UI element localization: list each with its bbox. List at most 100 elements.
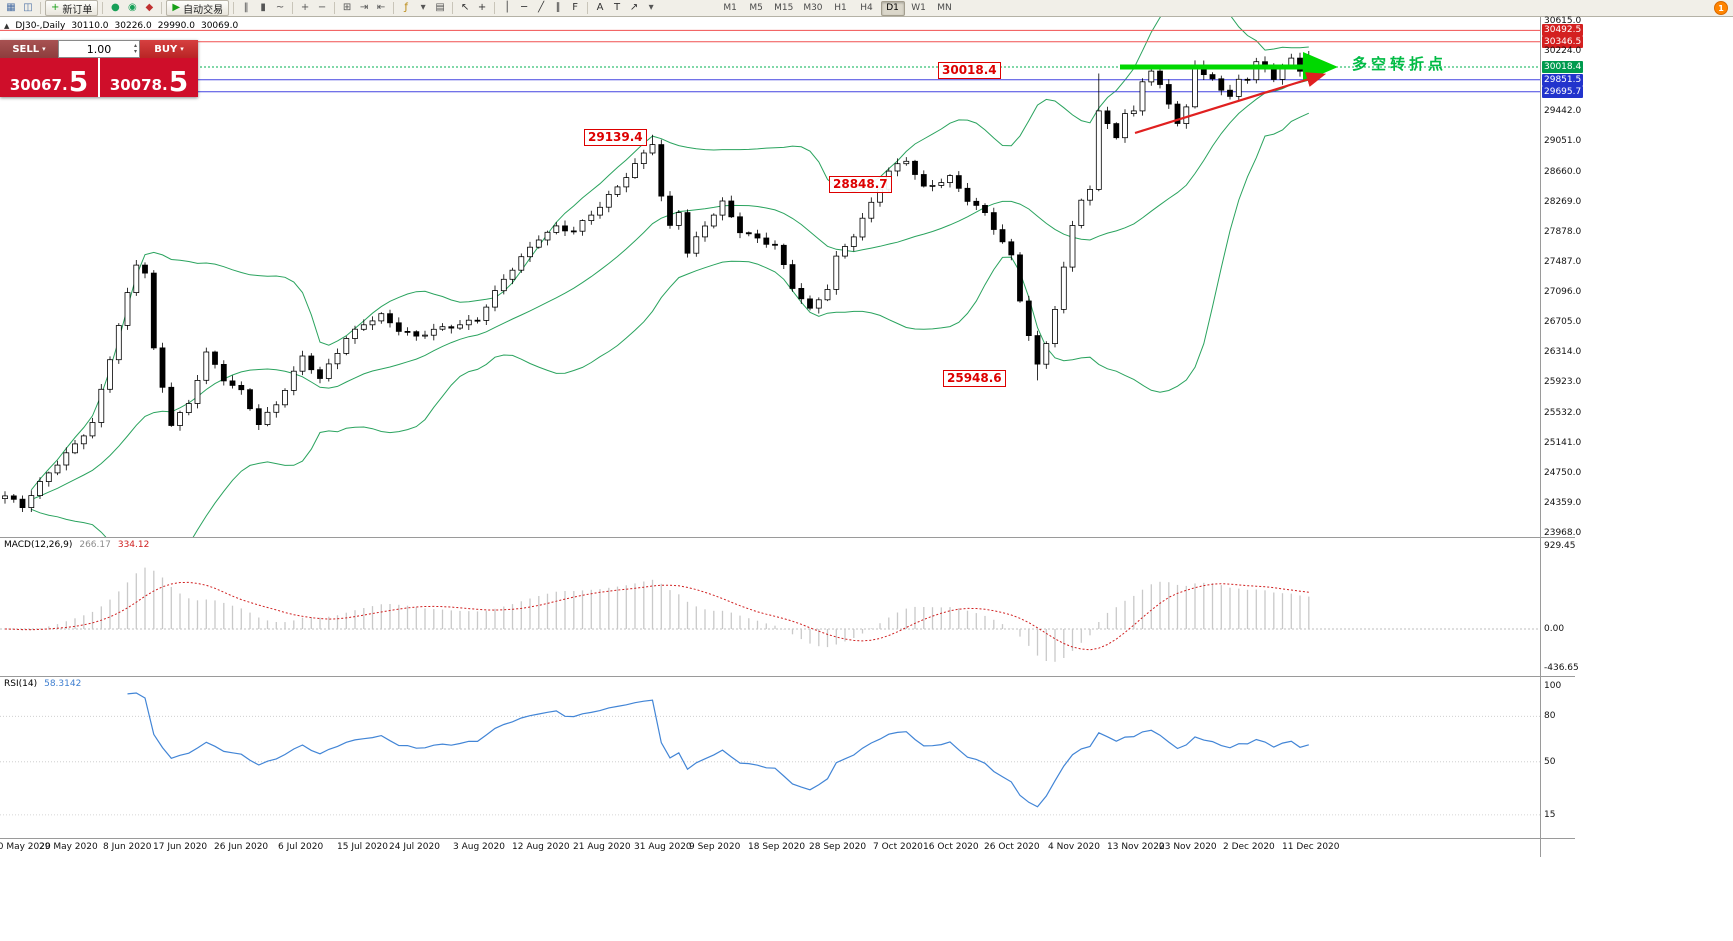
timeframe-m15[interactable]: M15 xyxy=(774,3,794,13)
toolbar-separator xyxy=(161,2,163,14)
toolbar: ▦ ◫ + 新订单 ● ◉ ◆ ▶ 自动交易 ‖ ▮ ~ + − ⊞ ⇥ ⇤ ƒ ▾ ▤ ↖ + │ ─ ╱ ∥ F A T ↗ ▾ M1 M… xyxy=(0,0,1733,17)
toolbar-separator xyxy=(102,2,104,14)
main-chart[interactable] xyxy=(0,17,1575,537)
toolbar-separator xyxy=(334,2,336,14)
price-label[interactable]: 25948.6 xyxy=(943,370,1006,387)
horizontal-line-icon[interactable]: ─ xyxy=(521,2,528,13)
horizontal-level-lines[interactable] xyxy=(0,29,1540,93)
date-axis-label: 16 Oct 2020 xyxy=(923,842,979,852)
rsi-chart[interactable] xyxy=(0,677,1575,838)
price-axis-label: 23968.0 xyxy=(1544,528,1582,538)
ohlc-high: 30226.0 xyxy=(114,21,152,31)
buy-price[interactable]: 30078. 5 xyxy=(100,58,198,97)
trendline-icon[interactable]: ╱ xyxy=(538,2,545,13)
new-chart-icon[interactable]: ▦ xyxy=(6,2,16,13)
channel-icon[interactable]: ∥ xyxy=(555,2,561,13)
date-axis-label: 29 May 2020 xyxy=(39,842,98,852)
chart-shift-icon[interactable]: ⇤ xyxy=(376,2,386,13)
price-axis-label: 30346.5 xyxy=(1542,36,1584,48)
date-axis-label: 18 Sep 2020 xyxy=(748,842,806,852)
panel-separator[interactable] xyxy=(0,838,1575,839)
candlestick-chart-icon[interactable]: ▮ xyxy=(260,2,266,13)
price-axis-label: 25141.0 xyxy=(1544,438,1582,448)
date-axis-label: 31 Aug 2020 xyxy=(634,842,692,852)
bar-chart-icon[interactable]: ‖ xyxy=(243,2,249,13)
tile-windows-icon[interactable]: ⊞ xyxy=(342,2,352,13)
templates-icon[interactable]: ▤ xyxy=(435,2,445,13)
timeframe-m1[interactable]: M1 xyxy=(723,3,737,13)
date-axis-label: 17 Jun 2020 xyxy=(153,842,208,852)
price-label[interactable]: 28848.7 xyxy=(829,176,892,193)
macd-chart[interactable] xyxy=(0,538,1575,676)
zoom-in-icon[interactable]: + xyxy=(300,2,310,13)
price-axis-label: 28269.0 xyxy=(1544,197,1582,207)
timeframe-mn[interactable]: MN xyxy=(937,3,952,13)
macd-axis-label: 929.45 xyxy=(1544,541,1576,551)
volume-value: 1.00 xyxy=(86,42,112,56)
profiles-icon[interactable]: ◫ xyxy=(23,2,33,13)
buy-button[interactable]: BUY ▾ xyxy=(140,40,198,58)
one-click-trading-panel: SELL ▾ 1.00 ▴ ▾ BUY ▾ 30067. xyxy=(0,40,198,97)
cursor-icon[interactable]: ↖ xyxy=(460,2,470,13)
timeframe-w1[interactable]: W1 xyxy=(911,3,926,13)
timeframe-m30[interactable]: M30 xyxy=(803,3,823,13)
timeframe-h4[interactable]: H4 xyxy=(860,3,873,13)
objects-dropdown-icon[interactable]: ▾ xyxy=(648,2,654,13)
sell-button[interactable]: SELL ▾ xyxy=(0,40,58,58)
trend-arrow-line[interactable] xyxy=(1134,72,1327,135)
arrow-tool-icon[interactable]: ↗ xyxy=(629,2,639,13)
ohlc-low: 29990.0 xyxy=(157,21,195,31)
line-chart-icon[interactable]: ~ xyxy=(275,2,285,13)
toolbar-separator xyxy=(494,2,496,14)
text-label-icon[interactable]: T xyxy=(614,2,621,13)
panel-separator[interactable] xyxy=(0,537,1575,538)
price-axis-label: 27096.0 xyxy=(1544,287,1582,297)
price-axis-label: 28660.0 xyxy=(1544,167,1582,177)
price-label[interactable]: 30018.4 xyxy=(938,62,1001,79)
volume-stepper[interactable]: 1.00 ▴ ▾ xyxy=(58,40,140,58)
text-icon[interactable]: A xyxy=(596,2,604,13)
timeframe-m5[interactable]: M5 xyxy=(749,3,763,13)
date-axis-label: 11 Dec 2020 xyxy=(1282,842,1340,852)
fibonacci-icon[interactable]: F xyxy=(572,2,578,13)
indicators-dropdown-icon[interactable]: ▾ xyxy=(420,2,426,13)
buy-price-big-digit: 5 xyxy=(168,65,189,99)
data-window-icon[interactable]: ◉ xyxy=(128,2,137,13)
rsi-name: RSI(14) xyxy=(4,679,38,689)
price-axis-label: 27878.0 xyxy=(1544,227,1582,237)
toolbar-separator xyxy=(452,2,454,14)
volume-spin-arrows[interactable]: ▴ ▾ xyxy=(134,41,137,57)
date-axis-label: 24 Jul 2020 xyxy=(389,842,440,852)
date-axis-label: 20 May 2020 xyxy=(0,842,51,852)
panel-separator[interactable] xyxy=(0,676,1575,677)
macd-panel: MACD(12,26,9) 266.17 334.12 929.45 0.00 -4… xyxy=(0,538,1733,676)
navigator-icon[interactable]: ◆ xyxy=(145,2,154,13)
timeframe-h1[interactable]: H1 xyxy=(834,3,847,13)
spin-up-icon[interactable]: ▴ xyxy=(133,42,137,49)
zoom-out-icon[interactable]: − xyxy=(317,2,327,13)
trend-annotation-text[interactable]: 多空转折点 xyxy=(1352,55,1448,73)
auto-scroll-icon[interactable]: ⇥ xyxy=(359,2,369,13)
indicators-icon[interactable]: ƒ xyxy=(404,2,408,13)
date-axis-label: 7 Oct 2020 xyxy=(873,842,923,852)
timeframe-d1[interactable]: D1 xyxy=(880,0,905,16)
price-axis-label: 25532.0 xyxy=(1544,408,1582,418)
price-axis-label: 30492.5 xyxy=(1542,24,1584,36)
sell-price-main: 30067. xyxy=(9,76,68,94)
spin-down-icon[interactable]: ▾ xyxy=(133,48,137,55)
macd-name: MACD(12,26,9) xyxy=(4,540,73,550)
rsi-axis-label: 50 xyxy=(1544,757,1556,767)
toolbar-separator xyxy=(587,2,589,14)
macd-signal-value: 334.12 xyxy=(117,540,150,550)
vertical-line-icon[interactable]: │ xyxy=(504,2,511,13)
price-label[interactable]: 29139.4 xyxy=(584,129,647,146)
autotrading-button[interactable]: ▶ 自动交易 xyxy=(166,0,230,16)
date-axis-label: 26 Jun 2020 xyxy=(214,842,269,852)
market-watch-icon[interactable]: ● xyxy=(111,2,120,13)
new-order-button[interactable]: + 新订单 xyxy=(45,0,99,16)
date-axis-label: 21 Aug 2020 xyxy=(573,842,631,852)
notification-badge-icon[interactable]: 1 xyxy=(1714,1,1728,15)
crosshair-icon[interactable]: + xyxy=(477,2,487,13)
sell-price[interactable]: 30067. 5 xyxy=(0,58,100,97)
chevron-down-icon: ▾ xyxy=(180,45,184,53)
